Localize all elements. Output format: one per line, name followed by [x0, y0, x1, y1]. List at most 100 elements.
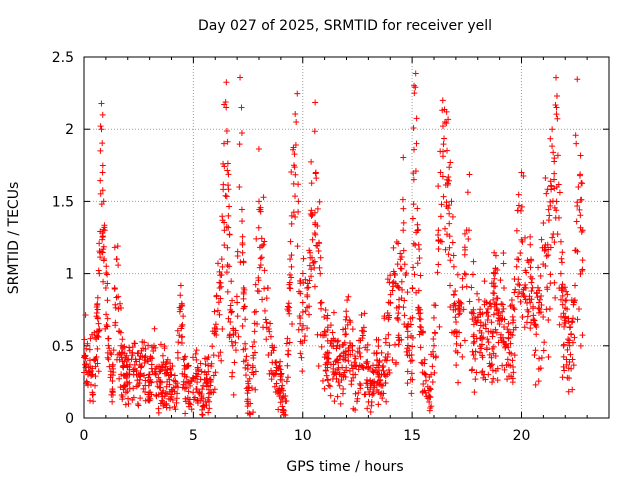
data-point	[211, 325, 218, 332]
x-axis-label: GPS time / hours	[286, 459, 403, 475]
data-point	[539, 244, 546, 251]
data-point	[452, 348, 459, 355]
data-point	[490, 375, 497, 382]
data-point	[300, 255, 307, 262]
data-point	[357, 353, 364, 360]
data-point	[282, 398, 289, 405]
data-point	[386, 314, 393, 321]
data-point	[389, 357, 396, 364]
data-point	[223, 269, 230, 276]
data-point	[387, 291, 394, 298]
data-point	[556, 321, 563, 328]
data-point	[498, 300, 505, 307]
data-point	[207, 382, 214, 389]
data-point	[540, 261, 547, 268]
data-point	[438, 201, 445, 208]
data-point	[445, 174, 452, 181]
data-point	[217, 349, 224, 356]
data-point	[373, 356, 380, 363]
data-point	[236, 183, 243, 190]
data-point	[412, 168, 419, 175]
data-point	[329, 376, 336, 383]
data-point	[461, 251, 468, 258]
data-point	[251, 328, 258, 335]
data-point	[560, 342, 567, 349]
data-point	[380, 362, 387, 369]
data-point	[130, 385, 137, 392]
data-point	[534, 284, 541, 291]
data-point	[299, 309, 306, 316]
data-points	[81, 70, 586, 419]
data-point	[431, 369, 438, 376]
data-point	[541, 247, 548, 254]
data-point	[86, 369, 93, 376]
data-point	[284, 374, 291, 381]
data-point	[98, 248, 105, 255]
data-point	[440, 141, 447, 148]
data-point	[404, 289, 411, 296]
data-point	[500, 260, 507, 267]
data-point	[496, 321, 503, 328]
data-point	[418, 359, 425, 366]
data-point	[345, 351, 352, 358]
data-point	[96, 270, 103, 277]
data-point	[551, 170, 558, 177]
data-point	[427, 386, 434, 393]
data-point	[410, 146, 417, 153]
data-point	[236, 141, 243, 148]
data-point	[137, 395, 144, 402]
data-point	[180, 356, 187, 363]
data-point	[197, 360, 204, 367]
data-point	[485, 313, 492, 320]
data-point	[400, 247, 407, 254]
data-point	[518, 169, 525, 176]
data-point	[553, 92, 560, 99]
data-point	[299, 368, 306, 375]
data-point	[194, 398, 201, 405]
data-point	[566, 342, 573, 349]
data-point	[279, 394, 286, 401]
data-point	[115, 305, 122, 312]
data-point	[569, 356, 576, 363]
data-point	[395, 284, 402, 291]
data-point	[218, 256, 225, 263]
data-point	[158, 397, 165, 404]
data-point	[549, 234, 556, 241]
data-point	[99, 111, 106, 118]
data-point	[576, 206, 583, 213]
data-point	[261, 285, 268, 292]
data-point	[84, 340, 91, 347]
data-point	[105, 342, 112, 349]
data-point	[275, 406, 282, 413]
data-point	[511, 306, 518, 313]
data-point	[276, 362, 283, 369]
data-point	[512, 324, 519, 331]
data-point	[194, 396, 201, 403]
data-point	[518, 203, 525, 210]
data-point	[252, 281, 259, 288]
data-point	[382, 373, 389, 380]
data-point	[435, 183, 442, 190]
data-point	[463, 283, 470, 290]
data-point	[502, 341, 509, 348]
data-point	[266, 328, 273, 335]
data-point	[100, 246, 107, 253]
data-point	[283, 340, 290, 347]
data-point	[111, 244, 118, 251]
data-point	[218, 283, 225, 290]
data-point	[321, 385, 328, 392]
data-point	[260, 194, 267, 201]
data-point	[325, 355, 332, 362]
data-point	[375, 343, 382, 350]
data-point	[390, 278, 397, 285]
data-point	[507, 303, 514, 310]
data-point	[105, 356, 112, 363]
data-point	[396, 336, 403, 343]
data-point	[235, 333, 242, 340]
data-point	[370, 362, 377, 369]
data-point	[409, 376, 416, 383]
data-point	[241, 303, 248, 310]
data-point	[224, 288, 231, 295]
data-point	[83, 361, 90, 368]
